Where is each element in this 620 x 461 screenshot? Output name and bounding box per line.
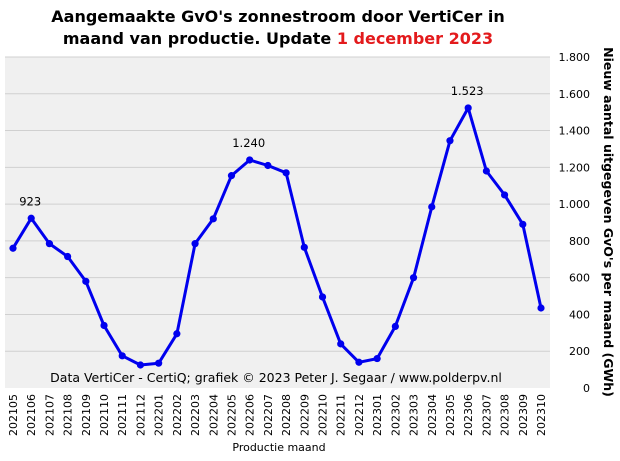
data-point xyxy=(118,352,126,360)
x-tick-label: 202206 xyxy=(244,394,257,436)
x-tick-label: 202208 xyxy=(280,394,293,436)
x-tick-label: 202210 xyxy=(317,394,330,436)
x-tick-label: 202306 xyxy=(462,394,475,436)
data-point xyxy=(409,274,418,282)
x-axis-label: Productie maand xyxy=(232,441,325,454)
data-point xyxy=(246,156,254,164)
data-point xyxy=(337,340,345,348)
y-tick-label: 200 xyxy=(569,345,590,358)
x-tick-label: 202109 xyxy=(80,394,93,436)
x-tick-label: 202202 xyxy=(171,394,184,436)
data-point xyxy=(264,161,272,170)
data-point xyxy=(300,243,308,251)
data-point xyxy=(500,191,509,199)
data-point xyxy=(191,240,199,248)
data-point xyxy=(27,214,35,222)
x-tick-label: 202308 xyxy=(499,394,512,436)
chart-title-line2-text: maand van productie. Update xyxy=(63,29,337,48)
series-line xyxy=(11,106,543,367)
x-tick-label: 202112 xyxy=(134,394,147,436)
data-point xyxy=(100,321,108,330)
y-tick-label: 1.000 xyxy=(559,198,591,211)
x-tick-label: 202302 xyxy=(389,394,402,436)
data-point xyxy=(9,244,17,252)
x-tick-label: 202205 xyxy=(225,394,238,436)
data-point xyxy=(464,104,472,112)
chart-title-line1: Aangemaakte GvO's zonnestroom door Verti… xyxy=(51,7,504,26)
x-tick-label: 202107 xyxy=(43,394,56,436)
x-tick-label: 202211 xyxy=(335,394,348,436)
x-tick-label: 202105 xyxy=(7,394,20,436)
x-tick-label: 202209 xyxy=(298,394,311,436)
y-tick-label: 600 xyxy=(569,272,590,285)
data-point xyxy=(446,137,454,145)
data-point xyxy=(318,293,327,301)
credit-text: Data VertiCer - CertiQ; grafiek © 2023 P… xyxy=(50,370,502,385)
chart-title-date: 1 december 2023 xyxy=(337,29,493,48)
data-point xyxy=(482,167,490,175)
x-axis-ticks: 202105 202106 202107 202108 202109 202110 2021… xyxy=(7,394,548,436)
x-tick-label: 202204 xyxy=(207,394,220,436)
x-tick-label: 202307 xyxy=(480,394,493,436)
data-point xyxy=(155,359,163,367)
x-tick-label: 202207 xyxy=(262,394,275,436)
x-tick-label: 202201 xyxy=(153,394,166,436)
data-point xyxy=(45,240,54,248)
data-labels: 923 1.240 1.523 xyxy=(19,84,483,208)
data-point xyxy=(391,322,399,330)
data-label: 1.523 xyxy=(451,84,484,98)
x-tick-label: 202106 xyxy=(25,394,38,436)
data-point xyxy=(227,172,236,180)
plot-area xyxy=(5,57,550,388)
x-tick-label: 202303 xyxy=(408,394,421,436)
y-tick-label: 1.600 xyxy=(559,88,591,101)
x-tick-label: 202309 xyxy=(517,394,530,436)
x-tick-label: 202305 xyxy=(444,394,457,436)
data-point xyxy=(282,169,290,177)
y-tick-label: 800 xyxy=(569,235,590,248)
data-point xyxy=(537,304,545,312)
data-label: 1.240 xyxy=(232,136,265,150)
y-axis-label: Nieuw aantal uitgegeven GvO's per maand … xyxy=(601,47,616,397)
data-point xyxy=(355,358,363,366)
chart-title-line2: maand van productie. Update 1 december 2… xyxy=(63,29,493,48)
y-tick-label: 400 xyxy=(569,308,590,321)
x-tick-label: 202111 xyxy=(116,394,129,436)
data-point xyxy=(519,220,527,228)
data-point xyxy=(136,361,145,369)
y-tick-label: 0 xyxy=(583,382,590,395)
data-point xyxy=(82,277,90,285)
data-point xyxy=(428,203,436,211)
data-label: 923 xyxy=(19,194,41,208)
grid-lines xyxy=(5,56,550,352)
series-layer xyxy=(9,104,545,369)
x-tick-label: 202310 xyxy=(535,394,548,436)
y-axis-ticks: 0 200 400 600 800 1.000 1.200 1.400 1.600 1.800 xyxy=(559,51,591,395)
x-tick-label: 202304 xyxy=(426,394,439,436)
y-tick-label: 1.800 xyxy=(559,51,591,64)
y-tick-label: 1.200 xyxy=(559,161,591,174)
x-tick-label: 202203 xyxy=(189,394,202,436)
y-tick-label: 1.400 xyxy=(559,125,591,138)
data-point xyxy=(209,215,217,223)
x-tick-label: 202108 xyxy=(62,394,75,436)
x-tick-label: 202301 xyxy=(371,394,384,436)
data-point xyxy=(173,330,181,338)
data-point xyxy=(373,354,381,363)
x-tick-label: 202212 xyxy=(353,394,366,436)
x-tick-label: 202110 xyxy=(98,394,111,436)
data-point xyxy=(64,252,72,261)
